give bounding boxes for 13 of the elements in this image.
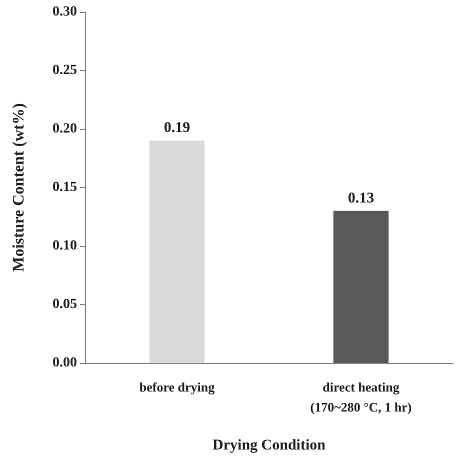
- y-tick-label: 0.10: [52, 238, 77, 254]
- y-tick-label: 0.25: [52, 63, 77, 78]
- y-tick-label: 0.15: [52, 180, 77, 195]
- y-axis-title: Moisture Content (wt%): [10, 103, 28, 272]
- data-label: 0.19: [164, 120, 190, 136]
- y-tick-label: 0.30: [52, 4, 77, 20]
- x-axis-title: Drying Condition: [212, 438, 326, 454]
- y-tick-label: 0.20: [52, 122, 77, 136]
- data-label: 0.13: [348, 190, 374, 206]
- x-tick-label: before drying: [139, 380, 216, 394]
- y-tick-label: 0.00: [52, 356, 77, 370]
- x-tick-label: direct heating (170~280 °C, 1 hr): [310, 380, 412, 414]
- y-tick-label: 0.05: [52, 297, 77, 312]
